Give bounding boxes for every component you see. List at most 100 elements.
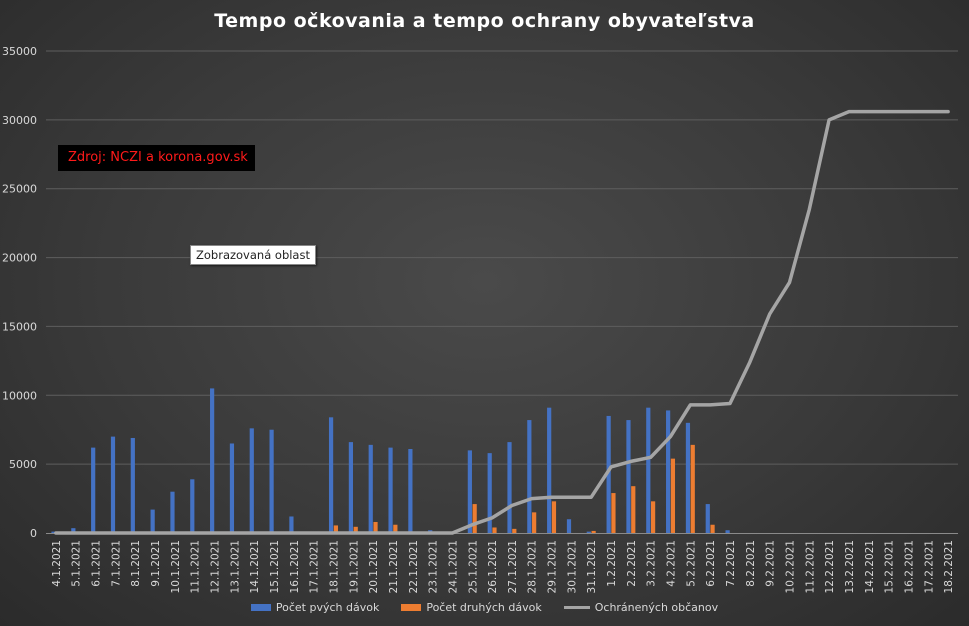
bar-second-dose: [353, 526, 358, 533]
bar-second-dose: [373, 521, 378, 533]
tooltip-label: Zobrazovaná oblast: [190, 245, 316, 265]
x-tick-label: 15.2.2021: [884, 540, 896, 593]
bar-second-dose: [492, 527, 497, 533]
bar-first-dose: [190, 479, 195, 533]
y-tick-label: 0: [30, 527, 37, 540]
x-tick-label: 15.1.2021: [269, 540, 281, 593]
y-tick-label: 30000: [2, 114, 37, 127]
chart-title: Tempo očkovania a tempo ochrany obyvateľ…: [214, 10, 755, 32]
bar-first-dose: [685, 422, 691, 533]
bar-first-dose: [666, 410, 671, 533]
x-tick-label: 5.2.2021: [685, 540, 697, 587]
bar-first-dose: [150, 509, 155, 533]
line-protected-citizens: [54, 109, 950, 535]
x-tick-label: 13.2.2021: [844, 540, 856, 593]
x-tick-label: 2.2.2021: [626, 540, 638, 587]
x-tick-label: 17.2.2021: [923, 540, 935, 593]
bar-first-dose: [91, 447, 96, 533]
x-tick-label: 6.1.2021: [91, 540, 103, 587]
bar-first-dose: [170, 491, 175, 533]
bar-second-dose: [650, 501, 656, 533]
bar-first-dose: [646, 407, 651, 533]
source-note: Zdroj: NCZI a korona.gov.sk: [58, 145, 255, 171]
bar-second-dose: [333, 525, 338, 533]
bar-second-dose: [472, 504, 477, 533]
x-tick-label: 30.1.2021: [566, 540, 578, 593]
bar-second-dose: [670, 458, 676, 533]
bar-first-dose: [51, 531, 56, 533]
bar-first-dose: [408, 448, 413, 533]
legend-label-protected: Ochránených občanov: [594, 601, 719, 614]
legend-label-second-doses: Počet druhých dávok: [426, 601, 542, 614]
y-tick-label: 10000: [2, 389, 37, 402]
x-tick-label: 31.1.2021: [586, 540, 598, 593]
x-tick-label: 21.1.2021: [388, 540, 400, 593]
x-tick-label: 3.2.2021: [646, 540, 658, 587]
x-tick-label: 14.2.2021: [864, 540, 876, 593]
x-tick-label: 20.1.2021: [368, 540, 380, 593]
bar-first-dose: [229, 443, 235, 533]
bar-first-dose: [547, 407, 552, 533]
bar-second-dose: [512, 528, 517, 533]
bar-first-dose: [566, 519, 572, 533]
x-tick-label: 28.1.2021: [527, 540, 539, 593]
x-tick-label: 12.1.2021: [210, 540, 222, 593]
x-tick-label: 13.1.2021: [229, 540, 241, 593]
bar-first-dose: [586, 531, 591, 533]
y-tick-label: 35000: [2, 45, 37, 58]
legend-swatch-protected: [563, 606, 590, 609]
bar-first-dose: [71, 528, 76, 533]
legend-label-first-doses: Počet pvých dávok: [275, 601, 380, 614]
bar-first-dose: [725, 530, 730, 533]
x-tick-label: 14.1.2021: [249, 540, 261, 593]
x-tick-label: 4.1.2021: [51, 540, 63, 587]
x-tick-label: 18.1.2021: [328, 540, 340, 593]
x-tick-label: 16.2.2021: [903, 540, 915, 593]
y-tick-label: 5000: [9, 458, 37, 471]
bar-first-dose: [249, 428, 254, 533]
x-tick-label: 24.1.2021: [447, 540, 459, 593]
bar-first-dose: [289, 516, 294, 533]
bar-second-dose: [591, 530, 596, 533]
x-tick-label: 4.2.2021: [666, 540, 678, 587]
bar-first-dose: [606, 415, 611, 533]
bar-second-dose: [611, 493, 616, 533]
x-tick-label: 19.1.2021: [348, 540, 360, 593]
x-tick-label: 10.1.2021: [170, 540, 182, 593]
bar-first-dose: [269, 429, 274, 533]
x-tick-label: 1.2.2021: [606, 540, 618, 587]
x-tick-label: 25.1.2021: [467, 540, 479, 593]
x-tick-label: 18.2.2021: [943, 540, 955, 593]
y-tick-label: 25000: [2, 183, 37, 196]
x-tick-label: 12.2.2021: [824, 540, 836, 593]
x-tick-label: 17.1.2021: [309, 540, 321, 593]
bar-second-dose: [532, 512, 537, 533]
bar-first-dose: [348, 442, 354, 533]
legend-item-protected: Ochránených občanov: [563, 601, 719, 614]
x-tick-label: 29.1.2021: [547, 540, 559, 593]
bar-first-dose: [130, 437, 135, 533]
bar-first-dose: [467, 450, 472, 533]
bar-first-dose: [328, 417, 334, 533]
x-tick-label: 11.1.2021: [190, 540, 202, 593]
x-tick-label: 22.1.2021: [408, 540, 420, 593]
x-tick-label: 7.2.2021: [725, 540, 737, 587]
x-tick-label: 5.1.2021: [71, 540, 83, 587]
legend-item-second-doses: Počet druhých dávok: [401, 601, 542, 614]
bar-second-dose: [393, 524, 398, 533]
bar-first-dose: [487, 453, 492, 533]
y-tick-label: 15000: [2, 320, 37, 333]
bar-first-dose: [626, 420, 631, 533]
bar-second-dose: [631, 486, 636, 533]
y-tick-label: 20000: [2, 252, 37, 265]
x-tick-label: 9.2.2021: [765, 540, 777, 587]
x-tick-label: 16.1.2021: [289, 540, 301, 593]
x-tick-label: 26.1.2021: [487, 540, 499, 593]
bar-first-dose: [110, 436, 116, 533]
bar-second-dose: [551, 501, 557, 533]
x-tick-label: 8.2.2021: [745, 540, 757, 587]
legend: Počet pvých dávok Počet druhých dávok Oc…: [0, 601, 969, 614]
x-tick-label: 10.2.2021: [784, 540, 796, 593]
x-tick-label: 11.2.2021: [804, 540, 816, 593]
